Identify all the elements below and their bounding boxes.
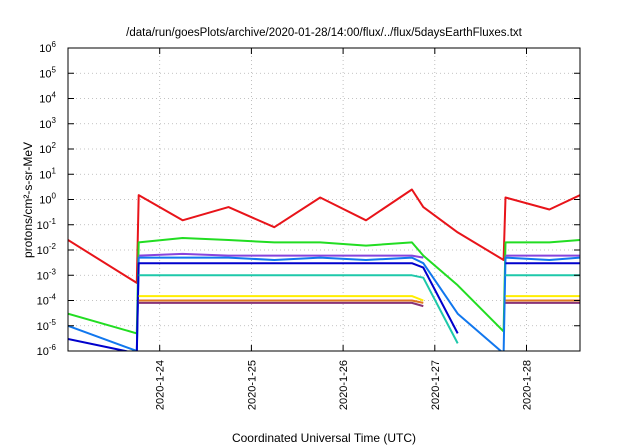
- y-tick-label: 106: [39, 40, 56, 55]
- y-tick-label: 10-1: [37, 217, 57, 232]
- y-tick-label: 102: [39, 141, 56, 156]
- y-tick-label: 10-2: [37, 242, 57, 257]
- y-axis-label: protons/cm²-s-sr-MeV: [21, 142, 35, 258]
- y-tick-label: 100: [39, 192, 56, 207]
- x-tick-label: 2020-1-26: [338, 360, 350, 410]
- x-tick-label: 2020-1-28: [522, 360, 534, 410]
- series-line-4: [68, 256, 580, 351]
- y-tick-label: 105: [39, 65, 56, 80]
- series-layer: [68, 188, 580, 351]
- x-tick-label: 2020-1-24: [155, 360, 167, 410]
- y-tick-label: 103: [39, 116, 56, 131]
- series-line-9: [138, 301, 580, 308]
- x-axis-ticks: 2020-1-24 2020-1-25 2020-1-26 2020-1-27 2020…: [155, 48, 534, 410]
- series-line-1: [68, 188, 580, 284]
- y-tick-label: 10-6: [37, 343, 57, 358]
- x-tick-label: 2020-1-27: [430, 360, 442, 410]
- x-tick-label: 2020-1-25: [246, 360, 258, 410]
- series-line-8: [138, 299, 580, 304]
- series-line-7: [138, 295, 580, 302]
- y-tick-label: 104: [39, 91, 56, 106]
- series-line-3: [138, 252, 580, 259]
- y-tick-label: 10-4: [37, 293, 57, 308]
- y-tick-label: 10-5: [37, 318, 57, 333]
- x-axis-label: Coordinated Universal Time (UTC): [232, 431, 416, 445]
- y-axis-ticks: 10-6 10-5 10-4 10-3 10-2 10-1 100 101 102 103 104 1…: [37, 40, 580, 358]
- y-tick-label: 10-3: [37, 267, 57, 282]
- chart-title: /data/run/goesPlots/archive/2020-01-28/1…: [126, 27, 522, 39]
- series-line-5: [68, 262, 580, 351]
- y-tick-label: 101: [39, 166, 56, 181]
- series-line-6: [138, 274, 580, 344]
